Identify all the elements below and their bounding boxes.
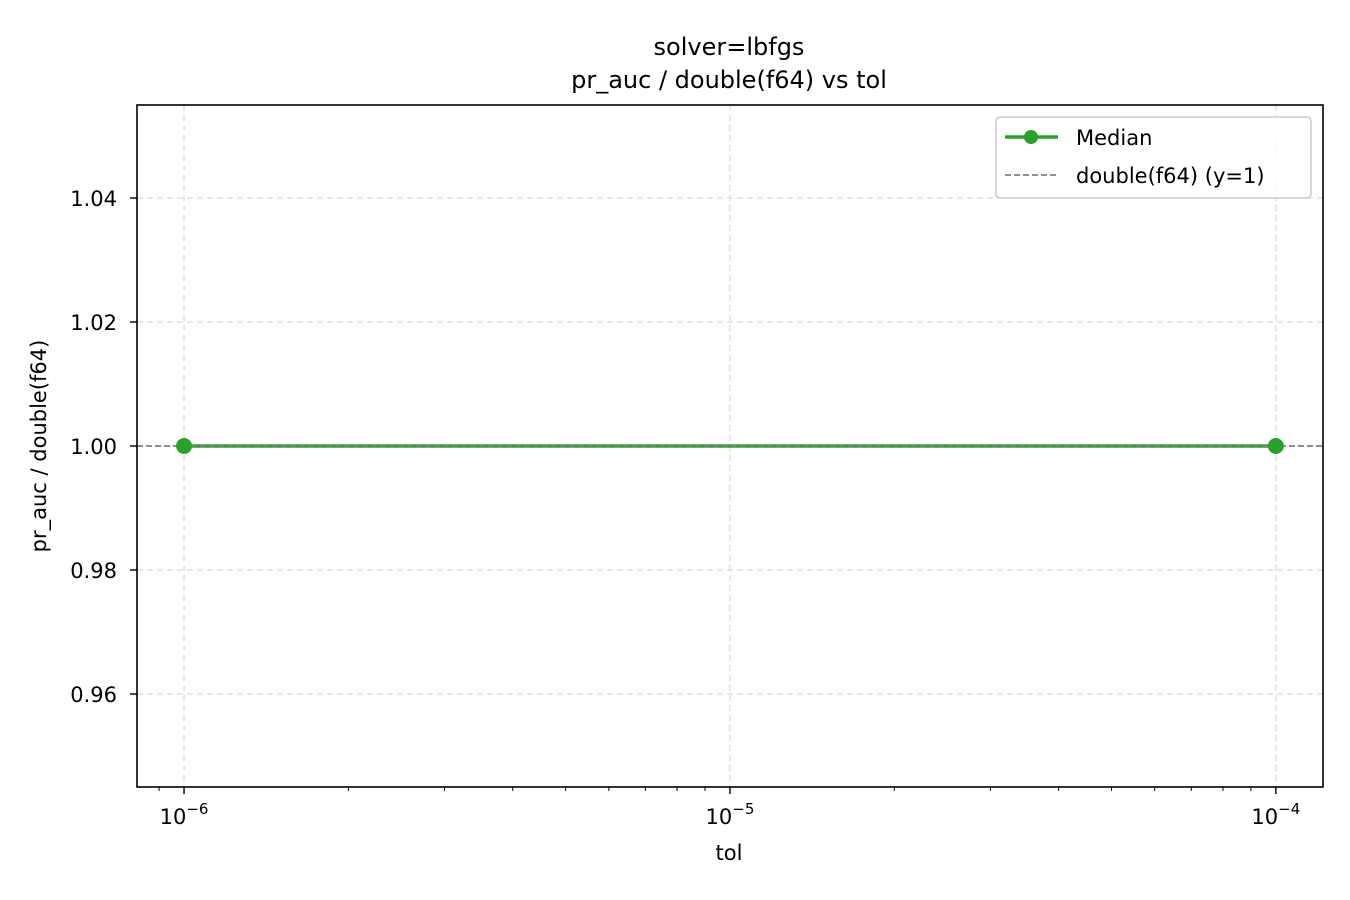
data-layer [137,438,1323,454]
x-tick-label: 10−6 [160,800,209,829]
legend-median-label: Median [1076,126,1152,150]
y-tick-label: 0.98 [70,559,117,583]
y-tick-label: 0.96 [70,683,117,707]
y-tick-label: 1.04 [70,187,117,211]
chart-title-line1: solver=lbfgs [654,33,805,61]
data-point-median [1267,438,1284,454]
data-point-median [176,438,193,454]
y-tick-label: 1.02 [70,311,117,335]
x-axis-label: tol [716,841,743,865]
x-tick-label: 10−4 [1251,800,1300,829]
chart-title-line2: pr_auc / double(f64) vs tol [571,66,887,94]
legend-median-marker [1024,130,1038,144]
legend: Median double(f64) (y=1) [995,116,1312,199]
x-tick-label: 10−5 [706,800,755,829]
y-axis-label: pr_auc / double(f64) [27,340,52,553]
tick-layer: 0.96 0.98 1.00 1.02 1.04 10−6 10−5 10−4 [70,187,1300,829]
legend-reference-label: double(f64) (y=1) [1076,164,1265,188]
y-tick-label: 1.00 [70,435,117,459]
legend-box [995,116,1312,199]
